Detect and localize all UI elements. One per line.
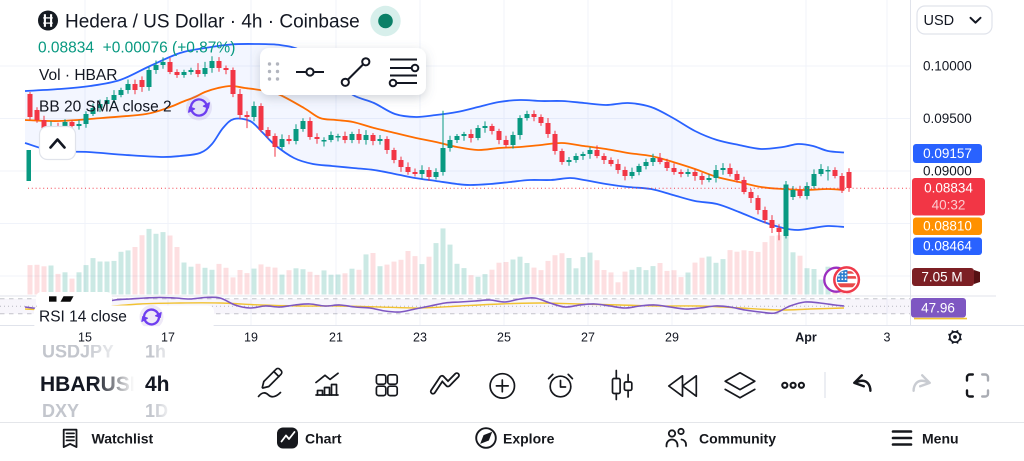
svg-text:15: 15 (78, 331, 92, 345)
svg-text:19: 19 (244, 331, 258, 345)
svg-text:Community: Community (699, 431, 776, 447)
svg-text:25: 25 (497, 331, 511, 345)
svg-text:Watchlist: Watchlist (92, 431, 154, 447)
svg-text:27: 27 (581, 331, 595, 345)
svg-text:29: 29 (665, 331, 679, 345)
svg-text:Apr: Apr (795, 331, 817, 345)
svg-text:23: 23 (413, 331, 427, 345)
svg-text:0.08810: 0.08810 (923, 219, 972, 234)
svg-text:47.96: 47.96 (921, 301, 955, 316)
svg-text:0.09500: 0.09500 (923, 111, 972, 126)
svg-text:3: 3 (884, 331, 891, 345)
svg-text:RSI 14 close: RSI 14 close (39, 309, 127, 326)
svg-text:Vol · HBAR: Vol · HBAR (39, 67, 117, 84)
svg-text:21: 21 (329, 331, 343, 345)
svg-text:USD: USD (924, 13, 955, 29)
svg-text:7.05 M: 7.05 M (921, 270, 962, 285)
svg-text:DXY: DXY (42, 401, 79, 421)
svg-text:Chart: Chart (305, 431, 342, 447)
svg-text:40:32: 40:32 (932, 198, 966, 213)
svg-text:0.08464: 0.08464 (923, 239, 972, 254)
svg-text:0.09157: 0.09157 (923, 146, 972, 161)
svg-text:0.10000: 0.10000 (923, 59, 972, 74)
svg-text:Hedera / US Dollar · 4h · Coin: Hedera / US Dollar · 4h · Coinbase (65, 12, 360, 33)
svg-text:17: 17 (161, 331, 175, 345)
svg-text:HBARUSD: HBARUSD (40, 373, 145, 396)
svg-text:0.08834 +0.00076 (+0.87%): 0.08834 +0.00076 (+0.87%) (38, 40, 235, 57)
svg-text:Menu: Menu (922, 431, 959, 447)
svg-text:Explore: Explore (503, 431, 555, 447)
svg-text:USDJPY: USDJPY (42, 342, 114, 362)
svg-text:4h: 4h (145, 373, 170, 396)
svg-text:0.08834: 0.08834 (924, 181, 973, 196)
svg-text:BB 20 SMA close 2: BB 20 SMA close 2 (39, 99, 172, 116)
svg-text:1h: 1h (145, 342, 166, 362)
svg-text:1D: 1D (145, 401, 168, 421)
svg-text:0.09000: 0.09000 (923, 164, 972, 179)
